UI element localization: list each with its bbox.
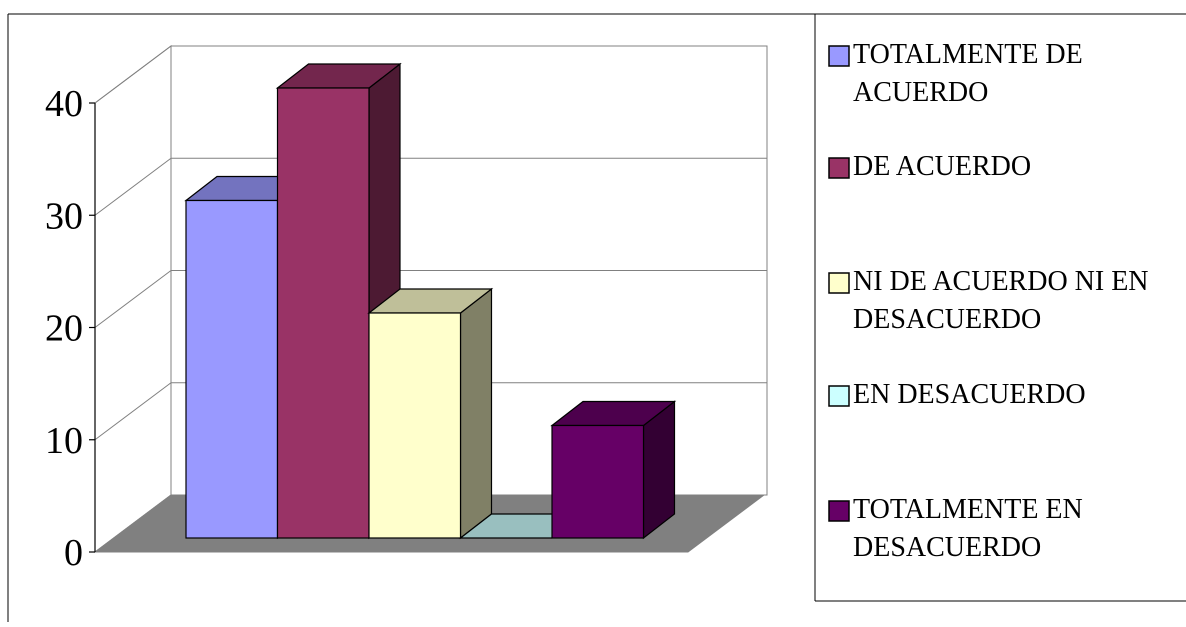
y-tick-label: 0 [64, 532, 83, 574]
legend-label: EN DESACUERDO [853, 379, 1086, 410]
y-tick-label: 30 [45, 195, 83, 237]
gridline-side [94, 157, 172, 216]
legend-swatch [828, 272, 850, 294]
legend-item-3: NI DE ACUERDO NI EN DESACUERDO [828, 266, 1149, 335]
gridline-side [94, 45, 172, 104]
legend-item-1: TOTALMENTE DE ACUERDO [828, 39, 1083, 108]
legend-swatch [828, 385, 850, 407]
legend-label: DE ACUERDO [853, 151, 1031, 182]
bar-front [185, 199, 279, 539]
legend-label: NI DE ACUERDO NI EN [853, 266, 1149, 297]
bar-5 [550, 400, 677, 540]
bars-group [184, 62, 677, 540]
legend-label: ACUERDO [853, 77, 988, 108]
legend-swatch [828, 157, 850, 179]
legend: TOTALMENTE DE ACUERDO DE ACUERDO NI DE ACUE… [814, 14, 1186, 602]
y-tick-label: 10 [45, 420, 83, 462]
y-axis: 0 10 20 30 40 [45, 83, 96, 574]
y-tick-label: 40 [45, 83, 83, 125]
bar-front [551, 424, 645, 539]
y-tick-label: 20 [45, 308, 83, 350]
legend-swatch [828, 500, 850, 522]
bar-side [459, 287, 493, 540]
bar-front [276, 87, 370, 539]
bar-front [368, 312, 462, 539]
legend-item-4: EN DESACUERDO [828, 379, 1086, 410]
legend-label: TOTALMENTE EN [853, 494, 1083, 525]
gridline-side [94, 382, 172, 441]
legend-item-5: TOTALMENTE EN DESACUERDO [828, 494, 1083, 563]
legend-swatch [828, 45, 850, 67]
gridline-side [94, 270, 172, 328]
legend-label: DESACUERDO [853, 532, 1041, 563]
legend-label: TOTALMENTE DE [853, 39, 1083, 70]
legend-item-2: DE ACUERDO [828, 151, 1031, 182]
legend-label: DESACUERDO [853, 304, 1041, 335]
bar-3 [367, 287, 494, 540]
